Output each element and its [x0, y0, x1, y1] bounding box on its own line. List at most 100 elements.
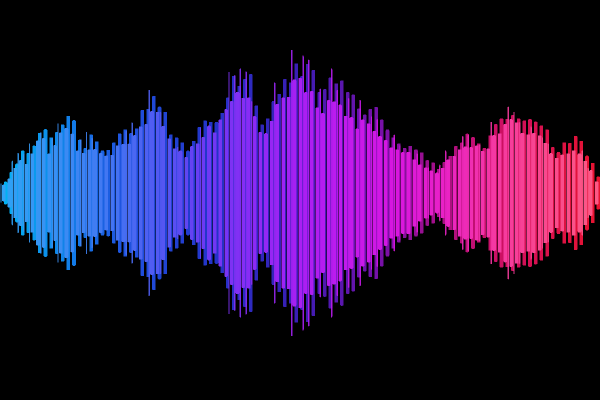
waveform-thin-spike — [302, 55, 304, 331]
waveform-bar — [264, 133, 268, 253]
waveform-bar — [332, 101, 337, 285]
waveform-thin-spike — [507, 106, 509, 280]
waveform-bar — [104, 155, 109, 231]
waveform-bar — [235, 91, 240, 295]
waveform-bar — [36, 140, 40, 246]
waveform-bar — [218, 119, 223, 267]
waveform-thin-spike — [530, 126, 532, 260]
waveform-bar — [418, 164, 422, 222]
waveform-bar — [138, 126, 143, 260]
waveform-bar — [24, 163, 29, 223]
waveform-bar — [59, 132, 63, 254]
waveform-thin-spike — [581, 150, 584, 236]
waveform-bar — [532, 132, 536, 254]
waveform-bar — [167, 138, 171, 248]
waveform-bar — [589, 170, 593, 216]
waveform-bar — [230, 101, 234, 285]
waveform-bar — [241, 98, 245, 288]
waveform-thin-spike — [490, 121, 492, 265]
waveform-thin-spike — [234, 75, 236, 311]
waveform-bar — [19, 160, 23, 226]
waveform-thin-spike — [336, 89, 338, 297]
waveform-bar — [110, 154, 114, 232]
waveform-front-bars-layer — [2, 78, 599, 308]
waveform-thin-spike — [439, 164, 441, 222]
waveform-thin-spike — [131, 122, 133, 264]
waveform-thin-spike — [11, 160, 14, 226]
waveform-thin-spike — [479, 144, 481, 242]
waveform-bar — [70, 133, 74, 253]
waveform-bar — [304, 92, 308, 294]
waveform-bar — [212, 132, 217, 254]
waveform-bar — [76, 150, 80, 236]
waveform-thin-spike — [376, 119, 378, 267]
waveform-bar — [594, 181, 599, 205]
waveform-thin-spike — [199, 127, 202, 259]
waveform-bar — [537, 135, 542, 251]
waveform-bar — [150, 111, 154, 275]
waveform-bar — [326, 100, 331, 286]
waveform-thin-spike — [245, 71, 247, 315]
waveform-bar — [526, 134, 530, 252]
waveform-thin-spike — [251, 101, 253, 285]
waveform-bar — [321, 112, 325, 274]
waveform-bar — [53, 145, 57, 241]
waveform-bar — [207, 125, 211, 261]
waveform-bar — [378, 136, 382, 250]
waveform-bar — [144, 124, 149, 262]
waveform-bar — [98, 153, 103, 233]
waveform-bar — [247, 97, 251, 289]
waveform-bar — [190, 146, 194, 240]
waveform-bar — [41, 138, 46, 248]
waveform-bar — [463, 146, 468, 240]
waveform-thin-spike — [91, 137, 93, 249]
waveform-bar — [344, 115, 348, 271]
waveform-bar — [469, 147, 473, 239]
waveform-thin-spike — [239, 68, 242, 318]
waveform-bar — [458, 149, 462, 237]
waveform-thin-spike — [17, 152, 19, 234]
waveform-thin-spike — [28, 143, 31, 243]
waveform-bar — [423, 167, 428, 219]
waveform-bar — [355, 128, 359, 258]
waveform-thin-spike — [40, 132, 42, 254]
waveform-bar — [281, 97, 285, 289]
waveform-thin-spike — [467, 134, 470, 252]
waveform-bar — [13, 167, 17, 219]
waveform-thin-spike — [370, 116, 373, 270]
waveform-thin-spike — [513, 112, 515, 274]
waveform-thin-spike — [519, 122, 521, 264]
waveform-bar — [566, 153, 570, 233]
waveform-bar — [361, 119, 365, 267]
waveform-bar — [30, 153, 35, 233]
waveform-bar — [338, 104, 342, 282]
waveform-bar — [258, 132, 263, 254]
waveform-bar — [389, 147, 394, 239]
waveform-bar — [315, 107, 320, 279]
waveform-bar — [93, 148, 97, 238]
waveform-bar — [275, 103, 280, 283]
waveform-thin-spike — [80, 139, 82, 247]
waveform-thin-spikes-layer — [0, 49, 589, 337]
waveform-bar — [383, 140, 388, 246]
waveform-bar — [87, 149, 92, 237]
waveform-thin-spike — [308, 59, 310, 327]
waveform-bar — [287, 96, 291, 290]
waveform-bar — [178, 150, 183, 236]
waveform-bar — [121, 143, 126, 243]
waveform-bar — [47, 153, 52, 233]
waveform-bar — [7, 178, 12, 208]
waveform-bar — [492, 134, 496, 252]
waveform-bar — [549, 153, 553, 233]
waveform-thin-spike — [359, 99, 361, 287]
waveform-bar — [554, 157, 559, 229]
waveform-bar — [572, 150, 576, 236]
waveform-bar — [81, 152, 86, 234]
waveform-thin-spike — [0, 183, 2, 203]
waveform-thin-spike — [273, 82, 276, 304]
waveform-thin-spike — [159, 111, 162, 275]
waveform-bar — [195, 143, 200, 243]
waveform-bar — [577, 153, 582, 233]
waveform-bar — [292, 79, 297, 307]
